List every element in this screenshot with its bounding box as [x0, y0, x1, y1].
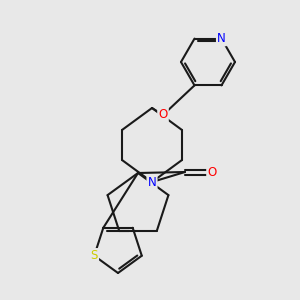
- Text: N: N: [217, 32, 226, 45]
- Text: S: S: [91, 249, 98, 262]
- Text: O: O: [158, 109, 168, 122]
- Text: O: O: [207, 166, 217, 178]
- Text: N: N: [148, 176, 156, 188]
